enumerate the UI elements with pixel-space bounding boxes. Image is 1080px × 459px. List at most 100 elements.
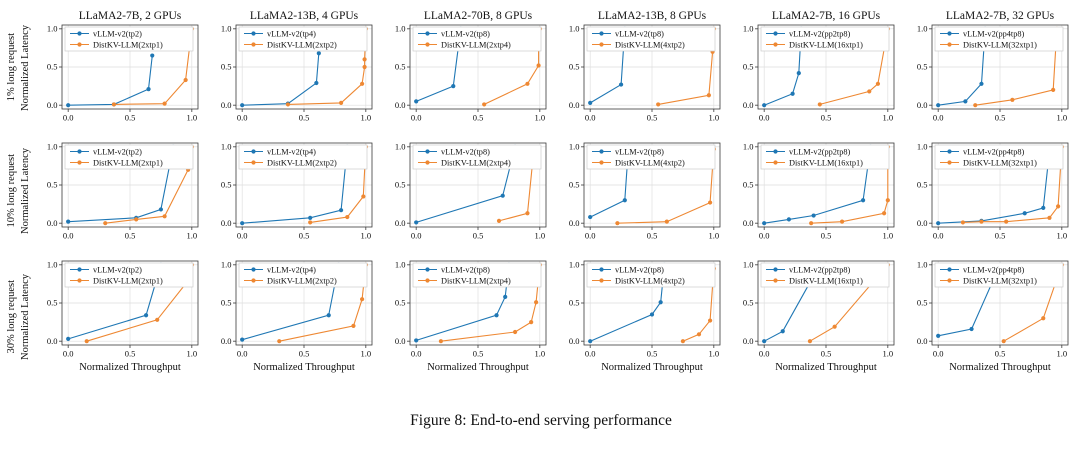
legend-box <box>760 144 890 170</box>
chart-r1-c4: 0.0 0.5 1.0 0.0 0.5 1.0 vLLM-v2(pp2tp8) DistKV-… <box>743 142 895 241</box>
legend-label: DistKV-LLM(2xtp2) <box>267 40 337 49</box>
chart-r0-c3: LLaMA2-13B, 8 GPUs 0.0 0.5 1.0 0.0 0.5 1.0 vLLM… <box>569 10 721 123</box>
chart-row-1: 10% long request Normalized Latency 0.0 0.5… <box>4 136 1078 245</box>
y-tick-label: 1.0 <box>47 260 58 270</box>
x-tick-label: 1.0 <box>709 113 720 123</box>
y-tick-label: 0.0 <box>47 218 58 228</box>
legend-label: DistKV-LLM(4xtp2) <box>615 158 685 167</box>
legend-box <box>238 144 368 170</box>
y-tick-label: 1.0 <box>743 142 754 152</box>
y-tick-label: 0.5 <box>395 180 406 190</box>
legend-box <box>238 262 368 288</box>
chart-r0-c1: LLaMA2-13B, 4 GPUs 0.0 0.5 1.0 0.0 0.5 1.0 vLLM… <box>221 10 373 123</box>
y-tick-label: 0.5 <box>743 180 754 190</box>
legend-label: vLLM-v2(pp4tp8) <box>963 29 1025 38</box>
x-tick-label: 0.0 <box>63 231 74 241</box>
y-tick-label: 0.0 <box>917 336 928 346</box>
legend-label: DistKV-LLM(4xtp2) <box>615 40 685 49</box>
legend-label: vLLM-v2(tp4) <box>267 265 316 274</box>
x-tick-label: 0.0 <box>411 231 422 241</box>
x-tick-label: 0.5 <box>647 113 658 123</box>
chart-cell-r1-c4: 0.0 0.5 1.0 0.0 0.5 1.0 vLLM-v2(pp2tp8) DistKV-… <box>730 136 902 245</box>
y-tick-label: 0.5 <box>743 298 754 308</box>
chart-r0-c5: LLaMA2-7B, 32 GPUs 0.0 0.5 1.0 0.0 0.5 1.0 vLLM… <box>917 10 1069 123</box>
legend-label: vLLM-v2(tp2) <box>93 265 142 274</box>
row-label: 30% long request <box>6 279 17 354</box>
y-tick-label: 0.0 <box>569 218 580 228</box>
chart-cell-r0-c0: LLaMA2-7B, 2 GPUs 0.0 0.5 1.0 0.0 0.5 1.0 vLLM-… <box>34 8 206 127</box>
chart-r0-c2: LLaMA2-70B, 8 GPUs 0.0 0.5 1.0 0.0 0.5 1.0 vLLM… <box>395 10 547 123</box>
x-axis-label: Normalized Throughput <box>253 362 355 373</box>
x-tick-label: 1.0 <box>883 231 894 241</box>
x-tick-label: 0.0 <box>933 349 944 359</box>
chart-cell-r2-c0: 0.0 0.5 1.0 0.0 0.5 1.0 vLLM-v2(tp2) DistKV-LLM… <box>34 254 206 379</box>
legend-box <box>586 26 716 52</box>
x-tick-label: 1.0 <box>187 113 198 123</box>
legend-box <box>934 144 1064 170</box>
legend-label: DistKV-LLM(2xtp4) <box>441 276 511 285</box>
y-tick-label: 0.0 <box>221 336 232 346</box>
y-tick-label: 1.0 <box>743 24 754 34</box>
legend-label: vLLM-v2(pp4tp8) <box>963 147 1025 156</box>
y-tick-label: 1.0 <box>47 24 58 34</box>
chart-title: LLaMA2-13B, 4 GPUs <box>250 10 359 22</box>
chart-r1-c5: 0.0 0.5 1.0 0.0 0.5 1.0 vLLM-v2(pp4tp8) DistKV-… <box>917 142 1069 241</box>
legend-box <box>586 144 716 170</box>
legend-label: vLLM-v2(tp4) <box>267 147 316 156</box>
legend-label: DistKV-LLM(2xtp2) <box>267 158 337 167</box>
y-tick-label: 0.0 <box>569 336 580 346</box>
chart-cell-r2-c4: 0.0 0.5 1.0 0.0 0.5 1.0 vLLM-v2(pp2tp8) DistKV-… <box>730 254 902 379</box>
y-tick-label: 0.0 <box>395 100 406 110</box>
x-tick-label: 1.0 <box>187 349 198 359</box>
legend-label: DistKV-LLM(2xtp4) <box>441 40 511 49</box>
x-tick-label: 1.0 <box>187 231 198 241</box>
x-tick-label: 1.0 <box>1057 113 1068 123</box>
x-tick-label: 1.0 <box>361 349 372 359</box>
x-tick-label: 0.5 <box>647 231 658 241</box>
legend-label: DistKV-LLM(4xtp2) <box>615 276 685 285</box>
x-tick-label: 1.0 <box>709 349 720 359</box>
row-label: 1% long request <box>6 33 17 102</box>
y-tick-label: 0.5 <box>917 180 928 190</box>
y-tick-label: 0.5 <box>917 298 928 308</box>
chart-cell-r2-c3: 0.0 0.5 1.0 0.0 0.5 1.0 vLLM-v2(tp8) DistKV-LLM… <box>556 254 728 379</box>
y-axis-label: Normalized Latency <box>20 147 31 234</box>
row-label: 10% long request <box>6 153 17 228</box>
chart-cell-r0-c4: LLaMA2-7B, 16 GPUs 0.0 0.5 1.0 0.0 0.5 1.0 vLLM… <box>730 8 902 127</box>
chart-cell-r1-c3: 0.0 0.5 1.0 0.0 0.5 1.0 vLLM-v2(tp8) DistKV-LLM… <box>556 136 728 245</box>
y-tick-label: 1.0 <box>395 24 406 34</box>
y-tick-label: 0.0 <box>221 100 232 110</box>
chart-r1-c2: 0.0 0.5 1.0 0.0 0.5 1.0 vLLM-v2(tp8) DistKV-LLM… <box>395 142 547 241</box>
chart-cell-r0-c5: LLaMA2-7B, 32 GPUs 0.0 0.5 1.0 0.0 0.5 1.0 vLLM… <box>904 8 1076 127</box>
x-tick-label: 0.5 <box>995 231 1006 241</box>
legend-label: DistKV-LLM(32xtp1) <box>963 158 1037 167</box>
legend-box <box>412 262 542 288</box>
chart-r2-c4: 0.0 0.5 1.0 0.0 0.5 1.0 vLLM-v2(pp2tp8) DistKV-… <box>743 260 895 373</box>
legend-label: vLLM-v2(tp4) <box>267 29 316 38</box>
legend-box <box>934 26 1064 52</box>
x-tick-label: 0.5 <box>647 349 658 359</box>
x-tick-label: 0.5 <box>821 349 832 359</box>
chart-r2-c0: 0.0 0.5 1.0 0.0 0.5 1.0 vLLM-v2(tp2) DistKV-LLM… <box>47 260 199 373</box>
legend-label: vLLM-v2(tp2) <box>93 147 142 156</box>
chart-title: LLaMA2-7B, 2 GPUs <box>79 10 182 22</box>
y-axis-label: Normalized Latency <box>20 273 31 360</box>
chart-cell-r1-c5: 0.0 0.5 1.0 0.0 0.5 1.0 vLLM-v2(pp4tp8) DistKV-… <box>904 136 1076 245</box>
chart-r0-c4: LLaMA2-7B, 16 GPUs 0.0 0.5 1.0 0.0 0.5 1.0 vLLM… <box>743 10 895 123</box>
y-tick-label: 0.5 <box>47 62 58 72</box>
y-tick-label: 0.5 <box>47 180 58 190</box>
y-tick-label: 0.0 <box>743 218 754 228</box>
x-tick-label: 0.0 <box>759 349 770 359</box>
y-tick-label: 0.5 <box>221 180 232 190</box>
y-tick-label: 0.0 <box>221 218 232 228</box>
x-tick-label: 0.0 <box>585 349 596 359</box>
x-axis-label: Normalized Throughput <box>427 362 529 373</box>
legend-label: vLLM-v2(tp8) <box>441 29 490 38</box>
chart-r2-c2: 0.0 0.5 1.0 0.0 0.5 1.0 vLLM-v2(tp8) DistKV-LLM… <box>395 260 547 373</box>
figure-8: 1% long request Normalized Latency LLaMA2-… <box>4 8 1078 429</box>
y-tick-label: 0.0 <box>917 100 928 110</box>
y-tick-label: 0.0 <box>743 336 754 346</box>
legend-label: DistKV-LLM(16xtp1) <box>789 40 863 49</box>
chart-cell-r0-c2: LLaMA2-70B, 8 GPUs 0.0 0.5 1.0 0.0 0.5 1.0 vLLM… <box>382 8 554 127</box>
legend-label: vLLM-v2(pp4tp8) <box>963 265 1025 274</box>
